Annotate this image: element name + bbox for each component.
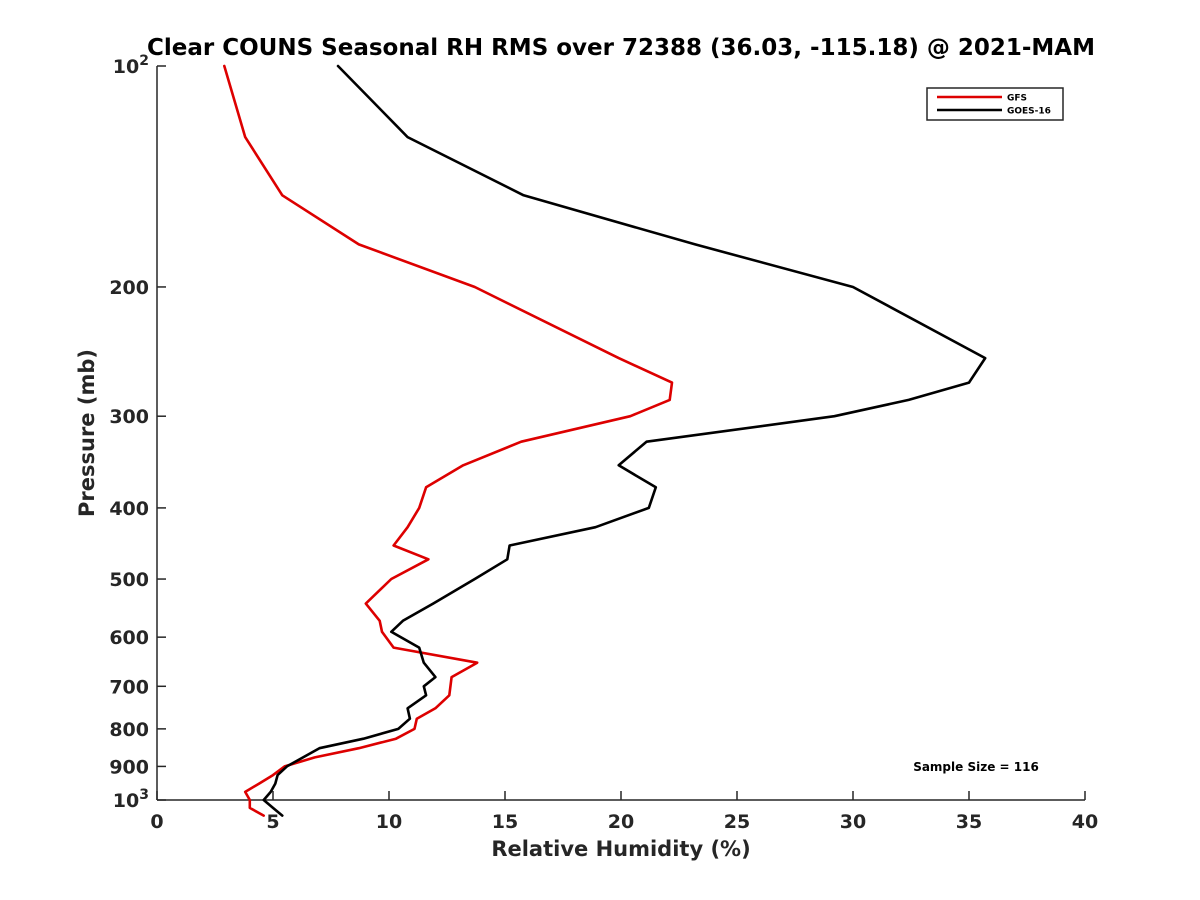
x-tick-label: 10	[376, 811, 402, 833]
legend-label: GFS	[1007, 94, 1027, 104]
series-line-gfs	[223, 64, 674, 817]
legend-box	[926, 87, 1064, 121]
x-tick-label: 0	[150, 811, 163, 833]
y-tick-label: 800	[109, 719, 149, 741]
x-tick-label: 25	[724, 811, 750, 833]
y-tick-label: 700	[109, 676, 149, 698]
x-tick-label: 35	[956, 811, 982, 833]
axes: 0 5 10 15 20 25 30 35 40 102 200 300 400 500 600 700 800…	[109, 53, 1098, 833]
sample-size-annotation: Sample Size = 116	[913, 760, 1039, 774]
x-tick-label: 20	[608, 811, 634, 833]
x-tick-label: 15	[492, 811, 518, 833]
legend-label: GOES-16	[1007, 107, 1051, 117]
legend: GFS GOES-16	[926, 87, 1064, 121]
x-axis-label: Relative Humidity (%)	[491, 837, 750, 861]
y-axis-label: Pressure (mb)	[75, 349, 99, 517]
y-tick-label: 400	[109, 498, 149, 520]
y-tick-label: 102	[113, 53, 149, 78]
x-tick-label: 40	[1072, 811, 1098, 833]
y-tick-label: 200	[109, 277, 149, 299]
series-layer	[223, 64, 987, 817]
y-tick-label: 300	[109, 406, 149, 428]
y-tick-label: 900	[109, 756, 149, 778]
y-tick-label: 600	[109, 627, 149, 649]
chart-title: Clear COUNS Seasonal RH RMS over 72388 (…	[147, 35, 1095, 61]
x-tick-label: 5	[266, 811, 279, 833]
y-tick-label: 500	[109, 569, 149, 591]
x-tick-label: 30	[840, 811, 866, 833]
y-tick-label: 103	[113, 787, 149, 812]
series-line-goes-16	[262, 64, 987, 817]
